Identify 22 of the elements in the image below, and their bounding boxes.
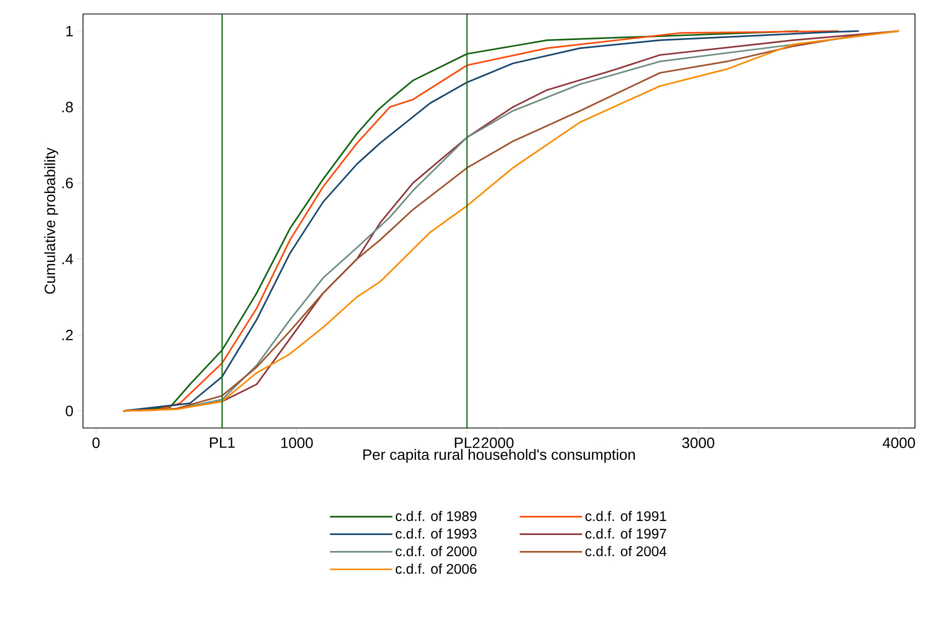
legend-label: c.d.f. of 1993 (396, 528, 476, 539)
x-tick-label: 2000 (482, 437, 514, 448)
y-tick-label: .8 (62, 102, 73, 112)
legend-label: c.d.f. of 2000 (396, 546, 477, 556)
y-tick-label: .6 (62, 178, 73, 188)
x-tick-label: 1000 (281, 437, 313, 448)
legend-label: c.d.f. of 2004 (585, 546, 666, 556)
x-tick-label: 4000 (882, 437, 915, 448)
legend-label: c.d.f. of 1991 (585, 510, 666, 522)
y-tick-label: .4 (62, 254, 74, 264)
x-tick-label: 0 (92, 437, 100, 448)
x-axis-title: Per capita rural household's consumption (363, 448, 635, 463)
y-tick-label: 1 (66, 26, 73, 36)
x-tick-label: PL1 (210, 438, 235, 448)
legend-label: c.d.f. of 2006 (396, 564, 476, 574)
y-tick-label: .2 (62, 330, 73, 340)
legend-label: c.d.f. of 1989 (396, 510, 476, 522)
legend-label: c.d.f. of 1997 (585, 528, 666, 539)
y-tick-label: 0 (66, 406, 73, 416)
x-tick-label: 3000 (682, 437, 714, 448)
y-axis-title: Cumulative probability (44, 148, 58, 294)
x-tick-label: PL2 (454, 437, 480, 448)
